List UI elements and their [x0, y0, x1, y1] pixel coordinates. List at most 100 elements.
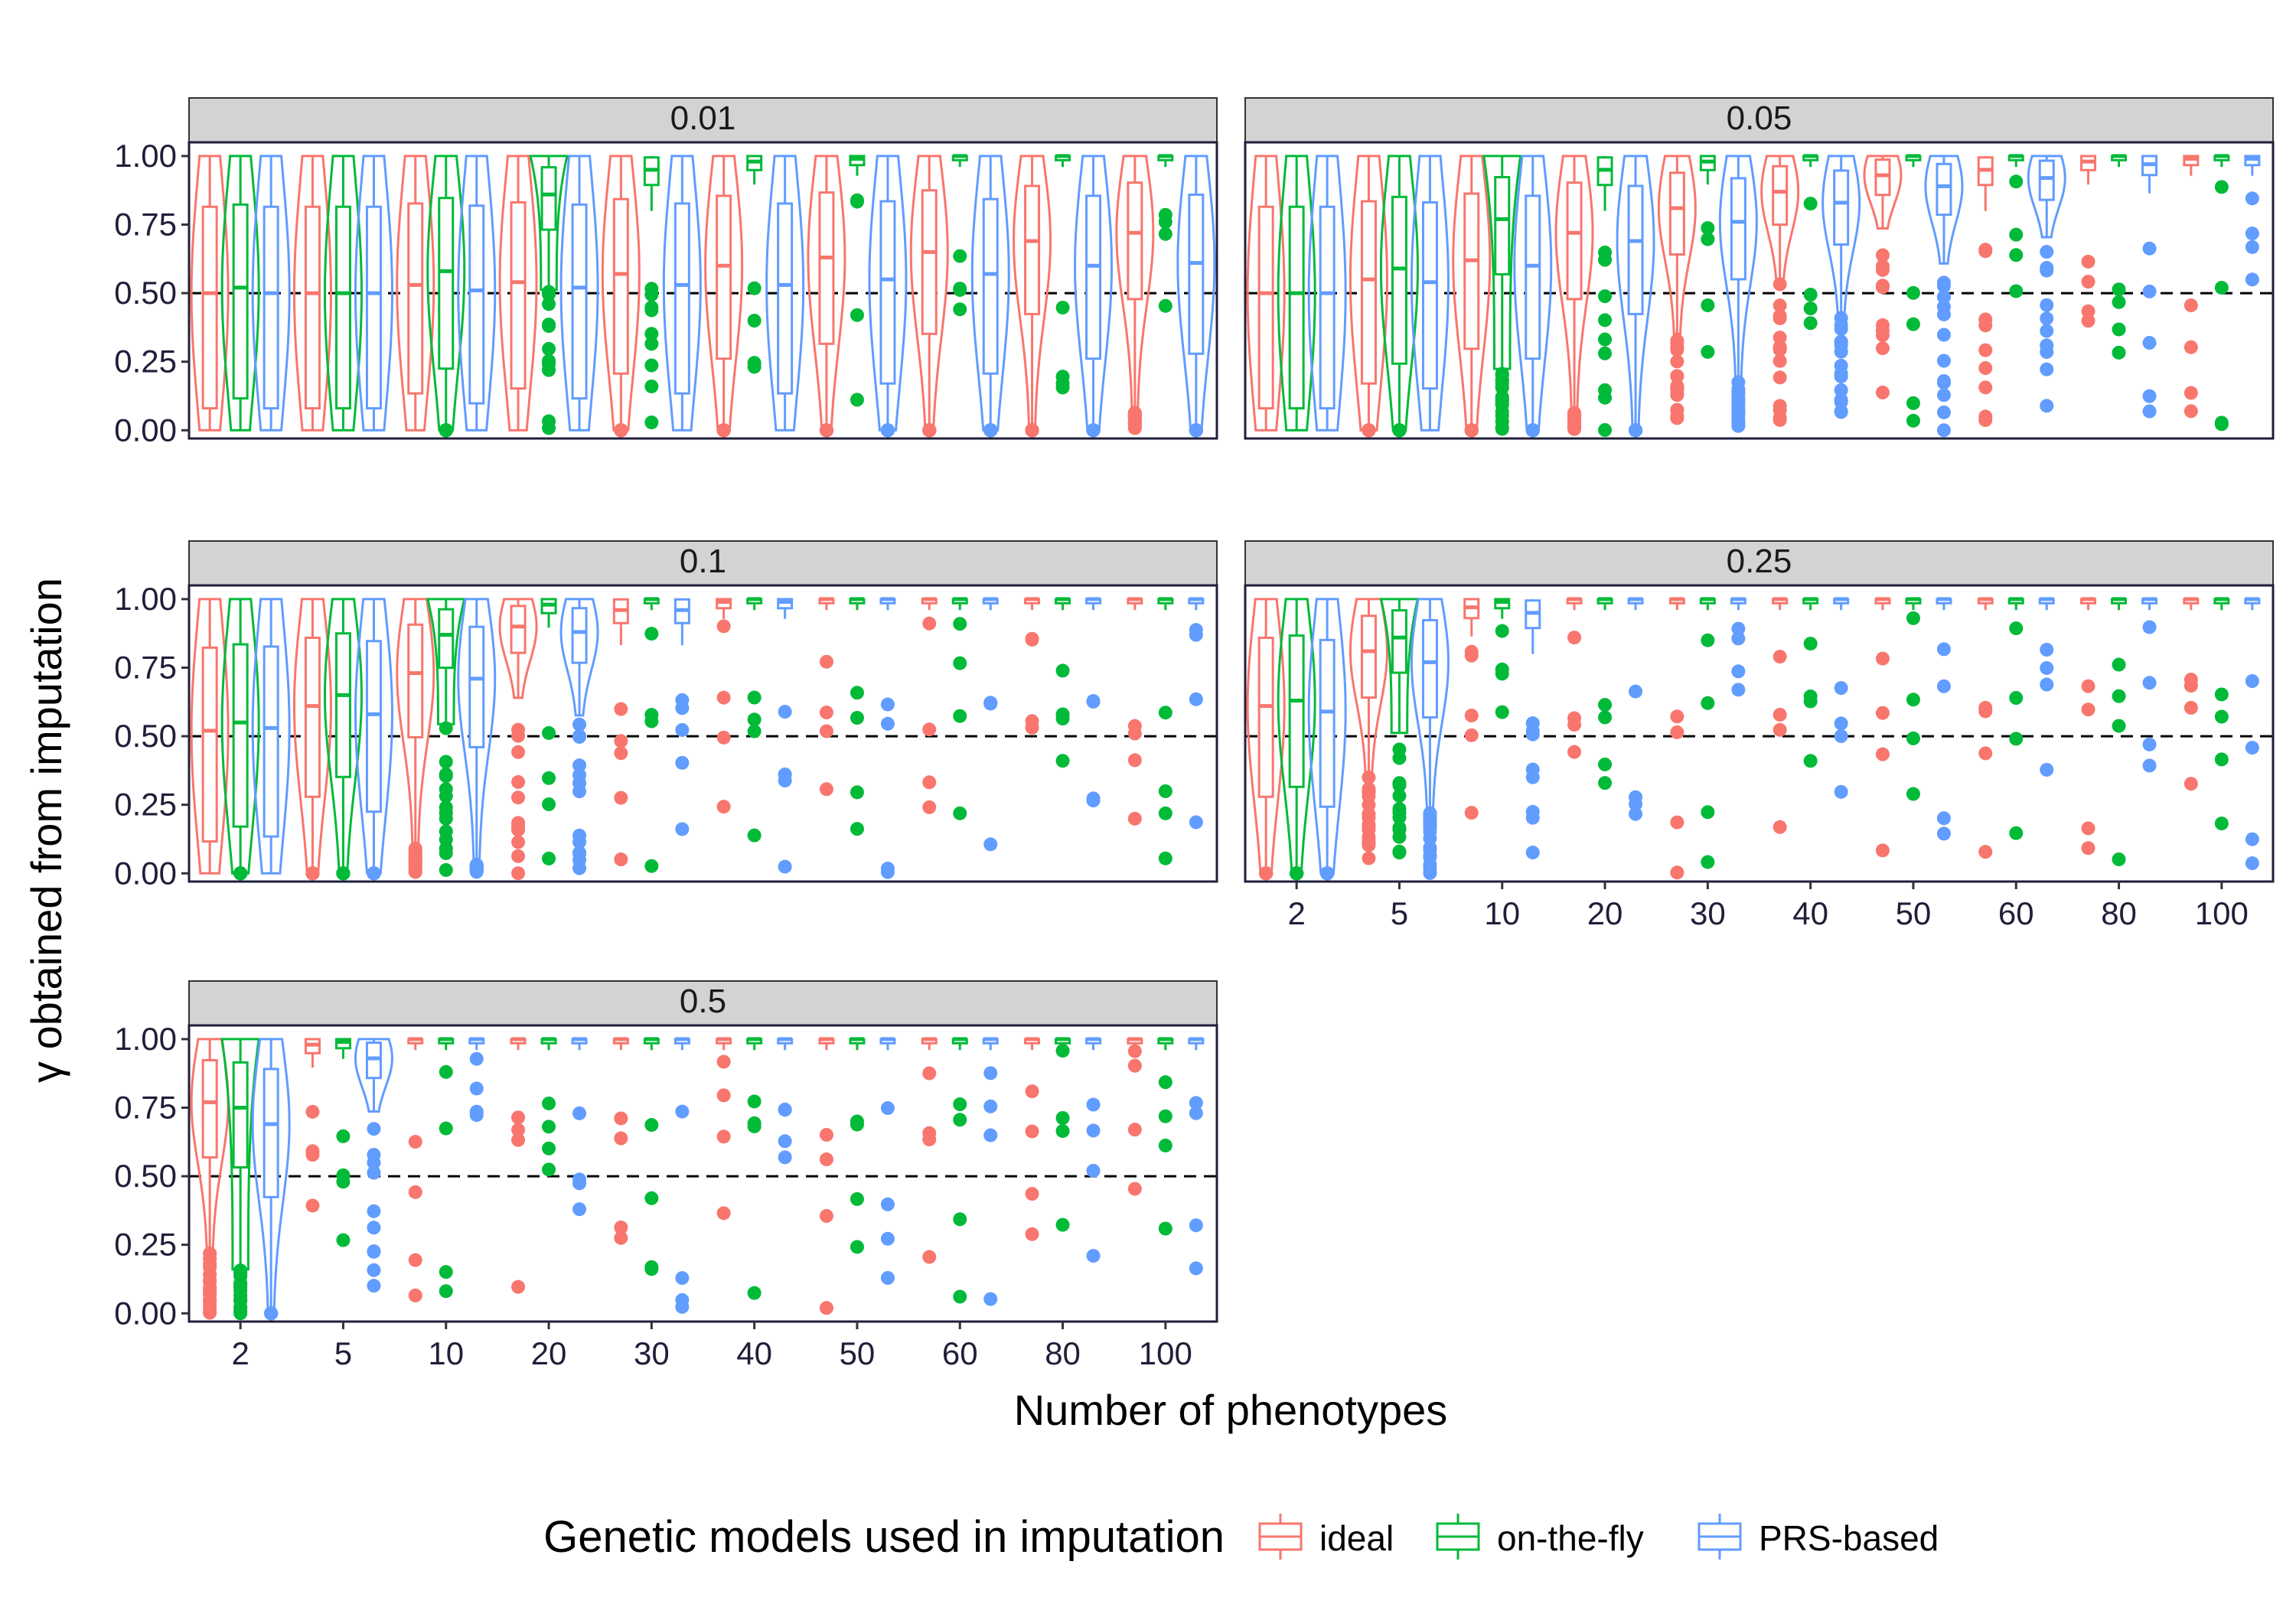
- outlier-point: [203, 1280, 217, 1295]
- outlier-point: [1189, 423, 1203, 438]
- outlier-point: [880, 697, 895, 712]
- box: [232, 203, 249, 400]
- violin-on-the-fly-80: [2111, 154, 2128, 360]
- outlier-point: [1567, 745, 1582, 759]
- violin-outline: [457, 155, 497, 432]
- violin-PRS-based-60: [970, 155, 1010, 438]
- outlier-point: [716, 423, 731, 438]
- outlier-point: [1701, 696, 1715, 710]
- violin-ideal-40: [716, 1037, 732, 1221]
- outlier-point: [572, 784, 587, 799]
- outlier-point: [2142, 284, 2157, 298]
- outlier-point: [1392, 788, 1407, 803]
- box: [232, 643, 249, 828]
- outlier-point: [439, 423, 453, 438]
- outlier-point: [542, 1162, 556, 1177]
- outlier-point: [644, 303, 659, 318]
- box: [263, 1068, 279, 1198]
- outlier-point: [1936, 279, 1951, 293]
- box: [201, 205, 218, 410]
- violin-on-the-fly-20: [540, 1037, 557, 1177]
- outlier-point: [511, 745, 526, 759]
- outlier-point: [2009, 227, 2024, 242]
- box: [365, 1041, 382, 1080]
- outlier-point: [983, 1066, 998, 1081]
- box: [1024, 184, 1041, 315]
- outlier-point: [1598, 313, 1613, 328]
- outlier-point: [1731, 404, 1746, 419]
- violin-on-the-fly-100: [1157, 1037, 1174, 1236]
- outlier-point: [2081, 702, 2095, 717]
- outlier-point: [1906, 787, 1920, 801]
- outlier-point: [1936, 642, 1951, 657]
- outlier-point: [439, 1121, 453, 1136]
- outlier-point: [1773, 412, 1787, 427]
- outlier-point: [1773, 354, 1787, 368]
- outlier-point: [819, 1152, 833, 1167]
- outlier-point: [1086, 1097, 1101, 1112]
- violin-ideal-100: [1127, 1037, 1143, 1196]
- outlier-point: [1189, 815, 1203, 830]
- outlier-point: [305, 1144, 320, 1159]
- violin-ideal-100: [1115, 155, 1155, 435]
- outlier-point: [2183, 673, 2198, 687]
- outlier-point: [2245, 674, 2259, 689]
- outlier-point: [1978, 746, 1993, 761]
- outlier-point: [511, 790, 526, 805]
- outlier-point: [778, 1134, 792, 1149]
- box: [1421, 200, 1438, 390]
- outlier-point: [1701, 298, 1715, 312]
- outlier-point: [572, 758, 587, 773]
- violin-outline: [1379, 598, 1420, 735]
- outlier-point: [953, 249, 967, 263]
- violin-outline: [2027, 155, 2066, 239]
- violin-PRS-based-80: [2141, 155, 2158, 419]
- violin-ideal-80: [1024, 1037, 1041, 1241]
- box: [612, 197, 629, 375]
- violin-ideal-20: [498, 155, 538, 432]
- x-tick-label: 100: [1139, 1335, 1192, 1371]
- outlier-point: [716, 690, 731, 705]
- outlier-point: [614, 1231, 628, 1245]
- outlier-point: [2040, 762, 2054, 777]
- box: [1319, 638, 1336, 808]
- panel-marks: [189, 154, 1217, 438]
- violin-outline: [396, 598, 435, 849]
- violin-PRS-based-100: [1188, 1037, 1205, 1276]
- outlier-point: [1875, 259, 1890, 273]
- violin-on-the-fly-40: [1802, 154, 1819, 331]
- box: [1288, 205, 1305, 410]
- outlier-point: [1567, 407, 1582, 422]
- violin-ideal-60: [909, 155, 949, 438]
- outlier-point: [644, 1191, 659, 1205]
- outlier-point: [367, 1122, 381, 1136]
- violin-outline: [1863, 155, 1903, 230]
- outlier-point: [1598, 346, 1613, 360]
- outlier-point: [1392, 846, 1407, 860]
- outlier-point: [511, 722, 526, 737]
- violin-PRS-based-5: [1411, 598, 1450, 880]
- violin-PRS-based-10: [1513, 155, 1553, 438]
- violin-ideal-20: [498, 598, 538, 881]
- outlier-point: [716, 1129, 731, 1144]
- outlier-point: [1189, 1218, 1203, 1233]
- violin-ideal-5: [1349, 598, 1388, 865]
- outlier-point: [1629, 423, 1643, 438]
- x-tick-label: 5: [1391, 895, 1408, 931]
- violin-outline: [1277, 598, 1316, 875]
- outlier-point: [1803, 301, 1818, 315]
- outlier-point: [1525, 770, 1540, 784]
- outlier-point: [2142, 737, 2157, 751]
- outlier-point: [439, 862, 453, 877]
- outlier-point: [1978, 312, 1993, 327]
- violin-PRS-based-20: [1616, 155, 1655, 438]
- outlier-point: [1055, 1123, 1070, 1138]
- box: [1085, 194, 1102, 360]
- violin-on-the-fly-60: [2007, 597, 2024, 840]
- box: [1360, 200, 1377, 385]
- violin-PRS-based-40: [1821, 155, 1861, 419]
- outlier-point: [1875, 385, 1890, 399]
- violin-ideal-50: [1874, 597, 1891, 858]
- violin-PRS-based-100: [2244, 597, 2261, 871]
- box: [1391, 609, 1407, 674]
